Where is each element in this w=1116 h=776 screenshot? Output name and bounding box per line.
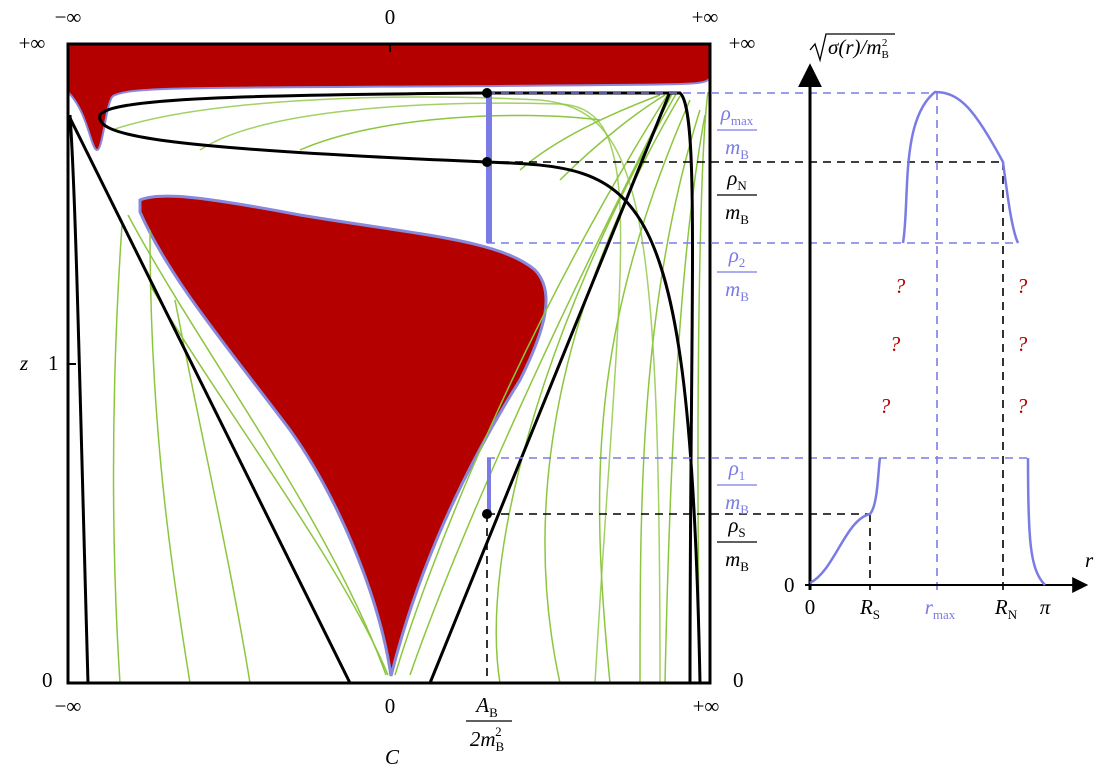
text: 2m: [470, 727, 496, 751]
math-label: mB: [725, 490, 749, 517]
marker-numerator: AB: [474, 693, 498, 720]
subscript: N: [737, 178, 747, 193]
text: σ(r)/m: [828, 35, 882, 59]
subscript: B: [882, 49, 889, 61]
superscript: 2: [882, 37, 888, 49]
text: ρ: [728, 243, 739, 267]
math-label: ρS: [727, 513, 745, 540]
text: m: [725, 547, 740, 571]
x-tick-label: +∞: [693, 694, 720, 718]
text: A: [474, 693, 489, 717]
unknown-mark: ?: [1017, 332, 1028, 356]
subscript: B: [740, 212, 749, 227]
math-label: ρN: [726, 166, 747, 193]
top-label: +∞: [692, 5, 719, 29]
text: R: [859, 595, 873, 619]
marker-denominator: 2mB2: [470, 724, 505, 754]
subscript: B: [740, 502, 749, 517]
text: ρ: [720, 101, 731, 125]
math-label: mB: [725, 135, 749, 162]
math-label: RN: [994, 595, 1018, 622]
subscript: S: [738, 525, 745, 540]
top-label: 0: [385, 5, 396, 29]
x-label: r: [1085, 548, 1094, 572]
math-label: ρ2: [728, 243, 746, 270]
superscript: 2: [495, 724, 502, 739]
y-label: z: [19, 351, 28, 375]
text: m: [725, 135, 740, 159]
point: [482, 509, 492, 519]
profile-curve: [809, 90, 1046, 586]
text: m: [725, 200, 740, 224]
labels: −∞ 0 +∞ +∞ +∞ z 1 0 0 −∞ 0 +∞ AB 2mB2 C …: [19, 5, 1094, 769]
x-label: C: [385, 745, 400, 769]
y-label: σ(r)/mB2: [828, 35, 889, 61]
subscript: S: [873, 607, 880, 622]
unknown-mark: ?: [1017, 394, 1028, 418]
text: ρ: [727, 513, 738, 537]
subscript: max: [731, 113, 754, 128]
text: m: [725, 490, 740, 514]
math-label: rmax: [925, 595, 956, 622]
text: ρ: [726, 166, 737, 190]
math-label: mB: [725, 200, 749, 227]
corner-label: +∞: [19, 31, 46, 55]
triangle-region: [138, 194, 548, 677]
y-tick-label: 0: [42, 668, 53, 692]
text: R: [994, 595, 1008, 619]
text: r: [925, 595, 934, 619]
corner-label: +∞: [729, 31, 756, 55]
y-tick-label: 1: [48, 351, 59, 375]
subscript: B: [740, 559, 749, 574]
unknown-mark: ?: [880, 394, 891, 418]
x-tick-label: −∞: [55, 694, 82, 718]
math-label: RS: [859, 595, 880, 622]
unknown-mark: ?: [895, 274, 906, 298]
subscript: B: [740, 289, 749, 304]
unknown-mark: ?: [890, 332, 901, 356]
x-tick-label: 0: [385, 694, 396, 718]
top-label: −∞: [55, 5, 82, 29]
text: m: [725, 277, 740, 301]
subscript: N: [1008, 607, 1018, 622]
y-tick-label: 0: [733, 668, 744, 692]
subscript: 2: [739, 255, 746, 270]
math-label: ρ1: [728, 456, 746, 483]
subscript: B: [740, 147, 749, 162]
math-label: mB: [725, 547, 749, 574]
math-label: ρmax: [720, 101, 754, 128]
text: ρ: [728, 456, 739, 480]
top-region: [67, 43, 711, 152]
separatrices: [68, 91, 702, 684]
sqrt-sign: [809, 33, 895, 63]
flow-lines: [111, 91, 709, 684]
point: [482, 157, 492, 167]
unknown-mark: ?: [1017, 274, 1028, 298]
subscript: max: [933, 607, 956, 622]
math-label: mB: [725, 277, 749, 304]
y-origin: 0: [784, 573, 795, 597]
text: π: [1040, 595, 1051, 619]
subscript: B: [496, 739, 505, 754]
subscript: 1: [739, 468, 746, 483]
x-origin: 0: [805, 595, 816, 619]
math-label: π: [1040, 595, 1051, 619]
point: [482, 88, 492, 98]
subscript: B: [489, 705, 498, 720]
guides: [486, 92, 1028, 683]
